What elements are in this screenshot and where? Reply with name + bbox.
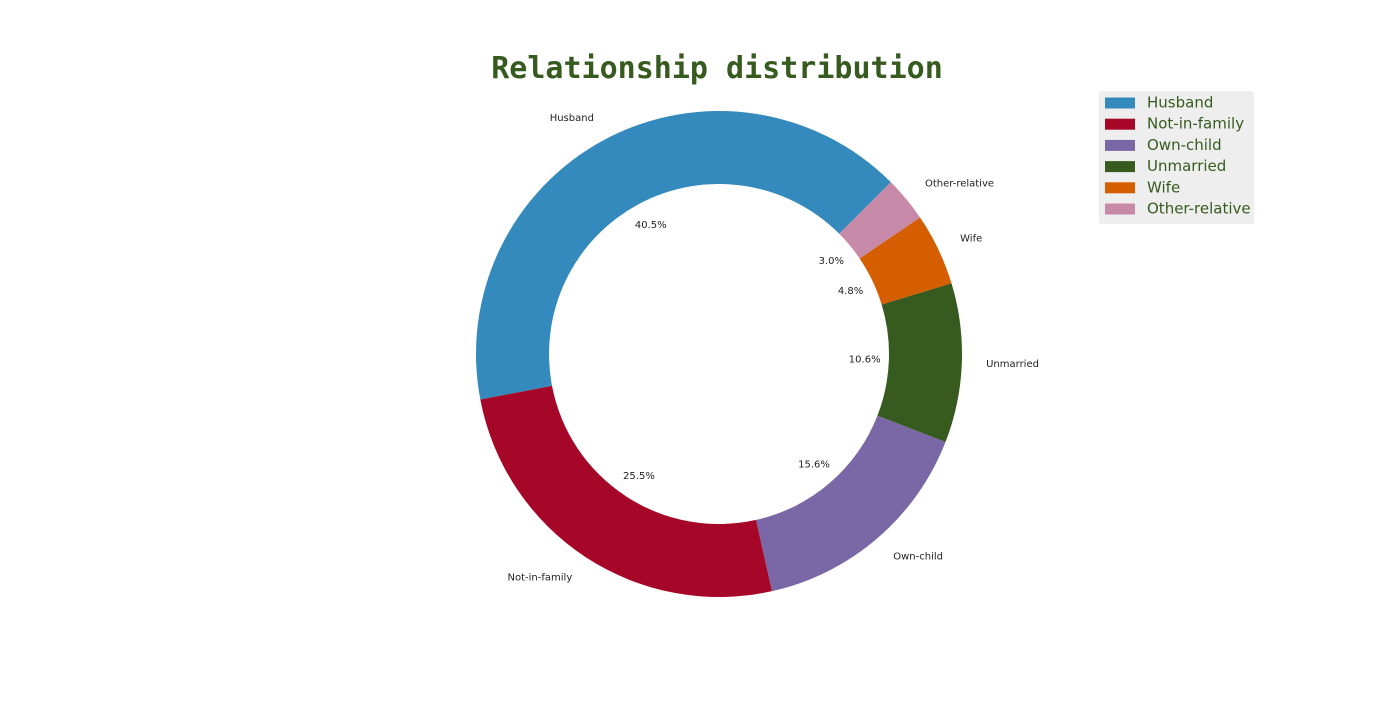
legend-label-wife: Wife bbox=[1147, 178, 1180, 196]
percentage-labels: 40.5% 25.5% 15.6% 10.6% 4.8% 3.0% bbox=[623, 220, 881, 482]
pct-other-relative: 3.0% bbox=[819, 256, 844, 267]
legend-label-not-in-family: Not-in-family bbox=[1147, 115, 1244, 133]
legend-label-own-child: Own-child bbox=[1147, 136, 1222, 154]
pct-unmarried: 10.6% bbox=[849, 354, 881, 365]
label-own-child: Own-child bbox=[893, 552, 943, 563]
donut-slices bbox=[476, 110, 962, 597]
legend-swatch-unmarried bbox=[1105, 161, 1135, 173]
category-labels: Husband Not-in-family Own-child Unmarried Wi… bbox=[508, 113, 1039, 584]
pct-wife: 4.8% bbox=[838, 286, 863, 297]
legend: Husband Not-in-family Own-child Unmarried Wi… bbox=[1099, 91, 1254, 224]
label-wife: Wife bbox=[960, 234, 982, 245]
label-unmarried: Unmarried bbox=[986, 359, 1039, 370]
slice-wife bbox=[859, 217, 952, 305]
legend-label-husband: Husband bbox=[1147, 94, 1213, 112]
slice-unmarried bbox=[877, 283, 962, 443]
legend-swatch-other-relative bbox=[1105, 203, 1135, 215]
slice-husband bbox=[476, 110, 891, 400]
legend-items: Husband Not-in-family Own-child Unmarried Wi… bbox=[1105, 94, 1251, 218]
pct-not-in-family: 25.5% bbox=[623, 471, 655, 482]
legend-swatch-wife bbox=[1105, 182, 1135, 194]
label-not-in-family: Not-in-family bbox=[508, 572, 573, 583]
legend-label-other-relative: Other-relative bbox=[1147, 200, 1251, 218]
legend-swatch-husband bbox=[1105, 97, 1135, 109]
slice-own-child bbox=[756, 415, 946, 592]
slice-other-relative bbox=[839, 182, 920, 259]
legend-background bbox=[1099, 91, 1254, 224]
legend-swatch-not-in-family bbox=[1105, 118, 1135, 130]
legend-label-unmarried: Unmarried bbox=[1147, 157, 1226, 175]
legend-swatch-own-child bbox=[1105, 139, 1135, 151]
label-husband: Husband bbox=[550, 113, 594, 124]
label-other-relative: Other-relative bbox=[925, 179, 994, 190]
pct-own-child: 15.6% bbox=[798, 460, 830, 471]
slice-not-in-family bbox=[480, 385, 773, 597]
chart-title: Relationship distribution bbox=[491, 51, 943, 86]
pct-husband: 40.5% bbox=[635, 220, 667, 231]
